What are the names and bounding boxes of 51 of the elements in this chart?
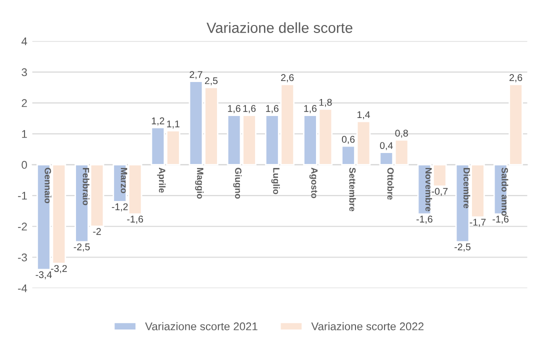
x-tick-label: Agosto [309,168,318,198]
legend-label: Variazione scorte 2021 [145,322,258,330]
data-label: -0,7 [432,188,448,196]
legend-label: Variazione scorte 2022 [311,322,424,330]
data-label: -1,6 [127,216,144,224]
y-tick-label: 0 [22,160,27,169]
data-label: 2,6 [510,74,522,82]
x-tick-label: Aprile [157,168,166,193]
x-tick-label: Marzo [120,168,128,194]
x-tick-label: Saldo anno [502,168,508,216]
x-tick-label: Novembre [425,168,432,212]
data-label: 0,6 [342,136,355,144]
data-label: 1,6 [243,105,256,114]
data-label: 1,8 [319,98,332,107]
data-label: 2,5 [204,77,218,86]
x-tick-label: Febbraio [82,168,90,206]
data-label: 1,1 [167,120,180,129]
x-tick-label: Maggio [195,168,204,199]
data-label: -1,2 [112,203,128,212]
data-label: -2,5 [454,243,470,252]
data-label: -2 [93,228,101,235]
data-label: -3,4 [36,271,52,280]
data-label: 0,8 [395,130,408,138]
x-tick-label: Dicembre [464,168,470,208]
data-label: 1,4 [358,111,370,120]
data-label: 1,6 [266,105,278,114]
y-tick-label: -3 [18,254,27,262]
y-tick-label: 4 [21,38,28,46]
data-label: -1,7 [470,218,486,227]
x-tick-label: Giugno [233,168,242,199]
data-label: -3,2 [50,265,67,274]
x-tick-label: Ottobre [387,168,394,200]
data-label: -1,6 [416,216,432,224]
data-label: -1,6 [492,216,509,224]
y-tick-label: 3 [22,68,27,76]
data-label: -2,5 [74,243,90,252]
x-tick-label: Gennaio [44,168,52,204]
data-label: 1,6 [228,105,240,114]
data-label: 2,7 [190,71,202,80]
x-tick-label: Luglio [271,168,280,194]
y-tick-label: -2 [18,222,27,230]
data-label: 2,6 [281,74,294,82]
chart-title: Variazione delle scorte [206,22,352,33]
data-label: 1,2 [152,117,164,126]
y-tick-label: -4 [18,284,28,292]
x-tick-label: Settembre [349,168,356,212]
y-tick-label: -1 [18,192,27,200]
y-tick-label: 2 [22,99,27,107]
y-tick-label: 1 [22,130,27,138]
data-label: 0,4 [380,142,393,150]
data-label: 1,6 [304,105,317,114]
